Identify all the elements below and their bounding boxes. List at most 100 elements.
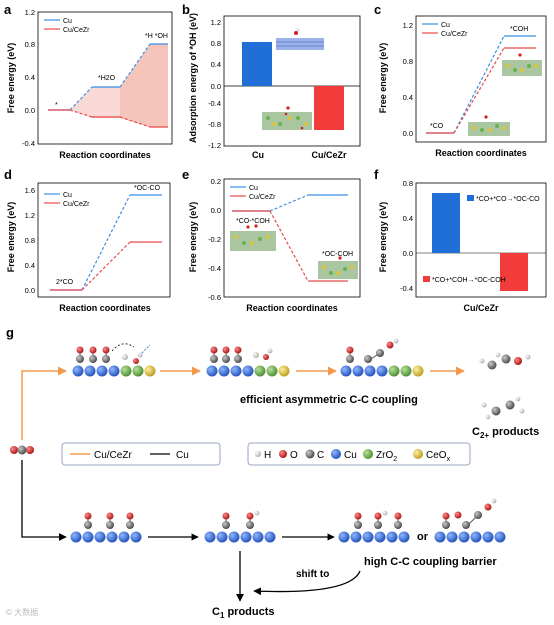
y-ticks-c: 0.0 0.4 0.8 1.2: [403, 21, 413, 138]
shade-region-1: [70, 87, 120, 118]
legend-path-cu: Cu: [176, 450, 189, 461]
ytick-label: 0.8: [211, 39, 221, 48]
atom-h-label: H: [264, 450, 271, 461]
ytick-label: 0.0: [211, 82, 221, 91]
panel-label-e: e: [182, 167, 189, 182]
connector-cu-2: [119, 43, 151, 88]
slab-inset-c1: [502, 53, 542, 76]
slab-inset-cucezr: [262, 106, 312, 130]
panel-d: d Free energy (eV) 0.0 0.4 0.8 1.2 1.6 2…: [0, 165, 178, 315]
panel-label-g: g: [6, 325, 14, 340]
annotation-coh-c: *COH: [510, 26, 528, 33]
series-cucezr-a: [48, 109, 168, 128]
dashed-arrow-curve: [111, 343, 135, 352]
slab-inset-e1: [230, 224, 276, 251]
ytick-label: -0.4: [400, 284, 413, 293]
bar-cucezr-b: [314, 86, 344, 130]
legend-occoh-f: *CO+*COH→*OC-COH: [432, 277, 506, 284]
connector-cucezr-2: [119, 116, 151, 128]
surface-bottom-2: [204, 510, 276, 543]
path-legend-box: Cu/CeZr Cu: [61, 442, 221, 466]
ytick-label: 0.8: [403, 57, 413, 66]
ytick-label: -1.2: [208, 141, 221, 150]
atom-cu-label: Cu: [344, 450, 357, 461]
ytick-label: 0.8: [25, 40, 35, 49]
ytick-label: 1.2: [403, 21, 413, 30]
surface-top-1: [72, 343, 156, 377]
shift-curve-arrow: [253, 570, 361, 596]
panel-label-d: d: [4, 167, 12, 182]
adsorbed-co-group: [76, 346, 110, 363]
atom-o-label: O: [290, 450, 298, 461]
xlabel-d: Reaction coordinates: [59, 303, 151, 313]
axes-frame-d: [37, 182, 171, 298]
ytick-label: -0.4: [22, 139, 35, 148]
atom-legend-box: H O C Cu ZrO2 CeOx: [247, 442, 471, 466]
legend-d: Cu Cu/CeZr: [44, 192, 90, 208]
y-ticks-e: -0.6 -0.4 -0.2 0.0 0.2: [208, 177, 221, 302]
annotation-co-c: *CO: [430, 123, 444, 130]
ylabel-e: Free energy (eV): [188, 202, 198, 273]
or-label: or: [417, 531, 429, 543]
black-path-down: [21, 460, 67, 541]
legend-e: Cu Cu/CeZr: [230, 185, 276, 201]
c1-products-label: C1 products: [212, 606, 275, 620]
legend-f: *CO+*CO→*OC-CO *CO+*COH→*OC-COH: [423, 195, 540, 284]
surface-bottom-4: [434, 498, 506, 543]
slab-inset-c2: [468, 115, 510, 136]
efficient-label: efficient asymmetric C-C coupling: [240, 394, 418, 406]
xlabel-c: Reaction coordinates: [435, 148, 527, 158]
xlabel-f: Cu/CeZr: [463, 303, 499, 313]
axes-frame-b: [223, 15, 361, 147]
ytick-label: 0.0: [403, 249, 413, 258]
legend-c: Cu Cu/CeZr: [422, 22, 468, 38]
legend-cu-a: Cu: [63, 18, 72, 25]
annotation-h2o: *H2O: [98, 75, 116, 82]
ytick-label: 0.4: [25, 73, 35, 82]
co2-molecule: [10, 445, 34, 455]
annotation-cocoh-e: *CO-*COH: [236, 218, 270, 225]
series-cu-c: [426, 35, 536, 134]
series-cucezr-c: [426, 47, 536, 134]
ytick-label: 1.2: [211, 18, 221, 27]
annotation-star-a: *: [55, 102, 58, 109]
annotation-occoh-e: *OC-COH: [322, 251, 353, 258]
panel-f: f Free energy (eV) -0.4 0.0 0.4 0.8 *CO+…: [370, 165, 554, 315]
y-ticks-b: -1.2 -0.8 -0.4 0.0 0.4 0.8 1.2: [208, 18, 221, 150]
barrier-label: high C-C coupling barrier: [364, 556, 497, 568]
ytick-label: 0.0: [403, 129, 413, 138]
surface-bottom-1: [70, 512, 142, 543]
legend-occo-f: *CO+*CO→*OC-CO: [476, 196, 540, 203]
ytick-label: 1.2: [25, 8, 35, 17]
ytick-label: 0.4: [211, 60, 221, 69]
panel-e: e Free energy (eV) -0.6 -0.4 -0.2 0.0 0.…: [178, 165, 370, 315]
orange-path-up: [21, 366, 67, 440]
xlabel-a: Reaction coordinates: [59, 150, 151, 160]
panel-label-a: a: [4, 2, 12, 17]
axes-frame-f: [415, 182, 547, 298]
atom-c-label: C: [317, 450, 324, 461]
xlabel-e: Reaction coordinates: [246, 303, 338, 313]
series-cucezr-d: [50, 241, 162, 291]
bar-occoh-f: [500, 253, 528, 291]
xtick-cu-b: Cu: [252, 150, 264, 160]
legend-cu-e: Cu: [249, 185, 258, 192]
connector-cucezr-1: [69, 109, 93, 118]
ytick-label: 0.0: [211, 206, 221, 215]
panel-b: b Adsorption energy of *OH (eV) -1.2 -0.…: [178, 0, 370, 165]
ytick-label: 0.0: [25, 286, 35, 295]
ytick-label: 1.2: [25, 211, 35, 220]
ytick-label: 0.8: [25, 236, 35, 245]
slab-inset-cu: [276, 28, 324, 50]
c2-product-ethylene: [481, 396, 525, 420]
legend-cucezr-e: Cu/CeZr: [249, 194, 276, 201]
xtick-cucezr-b: Cu/CeZr: [311, 150, 347, 160]
series-cucezr-e: [232, 210, 348, 282]
bar-cu-b: [242, 42, 272, 86]
atom-ceox-label: CeOx: [426, 450, 451, 463]
ylabel-d: Free energy (eV): [6, 202, 16, 273]
y-ticks-f: -0.4 0.0 0.4 0.8: [400, 179, 413, 293]
ylabel-f: Free energy (eV): [378, 202, 388, 273]
panel-label-b: b: [182, 2, 190, 17]
axes-frame-c: [415, 15, 547, 143]
